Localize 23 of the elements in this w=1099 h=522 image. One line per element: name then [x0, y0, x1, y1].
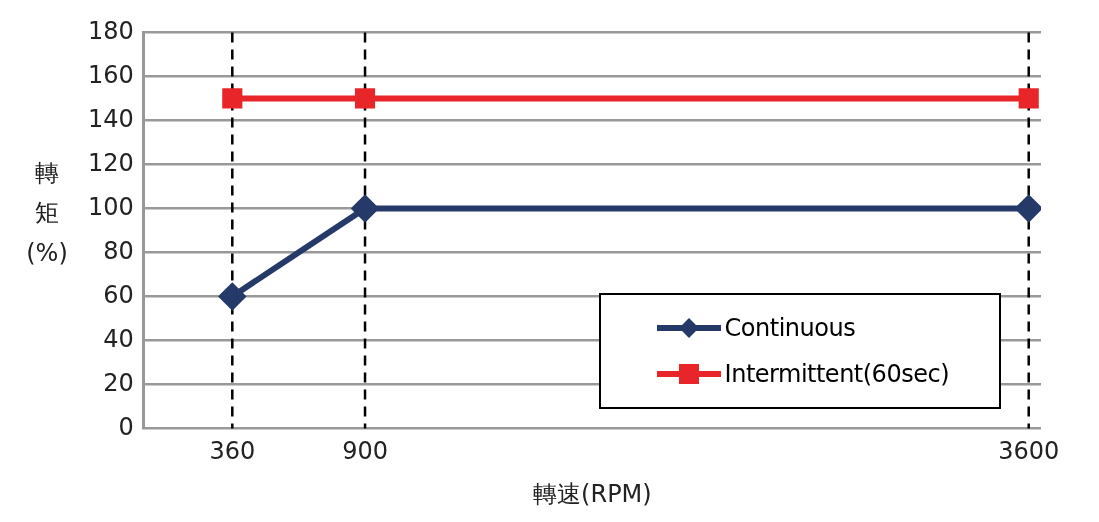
y-tick-label: 180: [88, 16, 134, 45]
legend-label: Continuous: [724, 314, 856, 342]
y-tick-label: 100: [88, 192, 134, 221]
x-tick-label: 360: [209, 437, 256, 466]
y-tick-label: 40: [103, 324, 134, 353]
y-tick-label: 160: [88, 60, 134, 89]
y-tick-label: 60: [103, 280, 134, 309]
point: [1018, 88, 1039, 109]
point: [222, 88, 243, 109]
y-tick-label: 80: [103, 236, 134, 265]
y-tick-label: 140: [88, 104, 134, 133]
legend-label: Intermittent(60sec): [724, 360, 949, 388]
x-tick-label: 900: [342, 437, 388, 466]
y-tick-label: 20: [103, 368, 134, 397]
x-tick-label: 3600: [998, 437, 1060, 466]
point: [1015, 195, 1041, 222]
y-tick-label: 0: [118, 412, 134, 441]
y-axis-title: 轉矩(%): [25, 158, 69, 269]
point: [219, 283, 246, 310]
y-tick-label: 120: [88, 148, 134, 177]
x-axis-title: 轉速(RPM): [533, 479, 652, 508]
point: [352, 195, 379, 222]
point: [354, 88, 376, 109]
